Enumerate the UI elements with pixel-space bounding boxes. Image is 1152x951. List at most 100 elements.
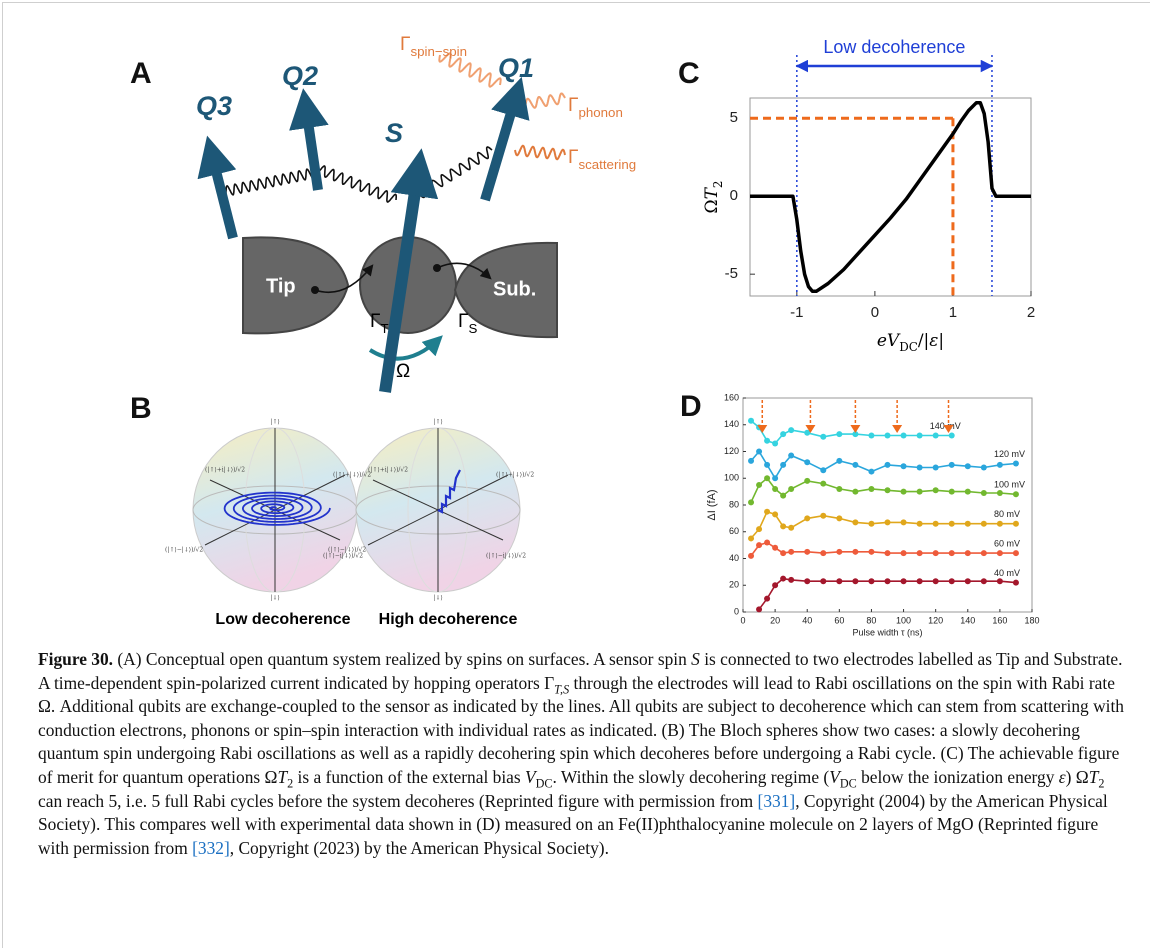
data-point: [948, 578, 955, 585]
data-point: [748, 457, 755, 464]
substrate-electrode: [453, 241, 558, 339]
text-run: Figure 30.: [38, 649, 114, 669]
text-run: 2: [287, 776, 294, 791]
series-label: 100 mV: [994, 480, 1025, 490]
electrode-label: Sub.: [493, 278, 536, 300]
x-tick-label: 1: [949, 304, 957, 321]
sphere-caption: High decoherence: [379, 611, 518, 628]
text-run: [331]: [757, 790, 796, 811]
data-point: [1012, 520, 1019, 527]
data-point: [788, 485, 795, 492]
data-point: [884, 432, 891, 439]
rate-label: ΓT: [370, 311, 389, 336]
data-point: [884, 550, 891, 557]
data-point: [756, 448, 763, 455]
data-point: [772, 485, 779, 492]
wavy-line: [221, 166, 319, 198]
data-point: [820, 512, 827, 519]
data-point: [980, 464, 987, 471]
trajectory: [437, 469, 461, 514]
data-point: [932, 487, 939, 494]
data-point: [868, 432, 875, 439]
text-run: Γ: [370, 311, 380, 332]
data-point: [884, 519, 891, 526]
data-point: [932, 432, 939, 439]
data-point: [916, 520, 923, 527]
wavy-line: [315, 165, 397, 203]
data-point: [932, 550, 939, 557]
arrow-head: [850, 425, 861, 433]
rate-label: ΓS: [458, 311, 477, 336]
data-point: [900, 432, 907, 439]
data-point: [948, 461, 955, 468]
data-point: [932, 520, 939, 527]
data-point: [852, 488, 859, 495]
data-point: [772, 582, 779, 589]
data-point: [1012, 460, 1019, 467]
text-run: is connected to two electrodes labelled …: [38, 649, 1123, 693]
text-run: through the electrodes will lead to Rabi…: [38, 672, 1124, 787]
x-tick-label: 120: [928, 615, 943, 625]
ket-label: |↑⟩: [270, 419, 279, 426]
data-point: [868, 578, 875, 585]
data-point: [868, 520, 875, 527]
qubit-label: S: [385, 118, 403, 148]
electrode-label: Tip: [266, 275, 296, 297]
data-point: [996, 578, 1003, 585]
text-run: Γ: [568, 95, 578, 116]
coupling-lines: [221, 52, 566, 204]
data-point: [900, 463, 907, 470]
data-point: [788, 576, 795, 583]
text-run: S: [468, 321, 477, 336]
series-line: [750, 420, 952, 445]
data-point: [772, 475, 779, 482]
data-point: [780, 461, 787, 468]
x-axis-label: eVDC/|ε|: [877, 331, 944, 355]
data-point: [748, 417, 755, 424]
text-run: . Within the slowly decohering regime (: [552, 766, 830, 787]
ket-label: (|↑⟩−|↓⟩)/√2: [165, 547, 203, 554]
tip-electrode: [242, 236, 350, 335]
text-run: eV: [877, 331, 901, 351]
rate-label: Γphonon: [568, 95, 623, 120]
text-run: T: [702, 186, 722, 199]
x-axis-label: Pulse width τ (ns): [852, 627, 922, 637]
data-point: [764, 508, 771, 515]
rabi-arrow: [368, 335, 443, 361]
data-point: [820, 433, 827, 440]
x-tick-label: 60: [834, 615, 844, 625]
data-point: [772, 511, 779, 518]
text-run: scattering: [578, 157, 636, 172]
x-tick-label: 140: [960, 615, 975, 625]
data-point: [852, 431, 859, 438]
ket-label: (|↑⟩+i|↓⟩)/√2: [368, 467, 408, 474]
panel-label: D: [680, 390, 702, 423]
data-point: [820, 467, 827, 474]
data-point: [964, 550, 971, 557]
y-axis-label: ΔI (fA): [706, 489, 718, 520]
data-point: [772, 440, 779, 447]
rabi-label: Ω: [396, 361, 410, 382]
text-run: 2: [1098, 776, 1105, 791]
arrow-head: [805, 425, 816, 433]
data-point: [884, 487, 891, 494]
qubit-arrow: [197, 135, 238, 240]
trajectory: [223, 491, 331, 526]
sensor-arrow: [379, 148, 439, 393]
panel-label: C: [678, 57, 700, 90]
hop-arrow: [436, 262, 492, 280]
wavy-line: [438, 52, 502, 88]
data-point: [748, 552, 755, 559]
y-tick-label: 160: [724, 392, 739, 402]
qubit-label: Q1: [498, 53, 534, 83]
rate-label: Γspin−spin: [400, 34, 467, 59]
text-run: , Copyright (2004) by the American Physi…: [38, 790, 1108, 858]
x-tick-label: 40: [802, 615, 812, 625]
data-point: [780, 523, 787, 530]
y-tick-label: 40: [729, 553, 739, 563]
text-run: ) Ω: [1065, 766, 1089, 787]
wavy-line: [514, 144, 566, 161]
panel-label: B: [130, 392, 152, 425]
data-point: [788, 427, 795, 434]
